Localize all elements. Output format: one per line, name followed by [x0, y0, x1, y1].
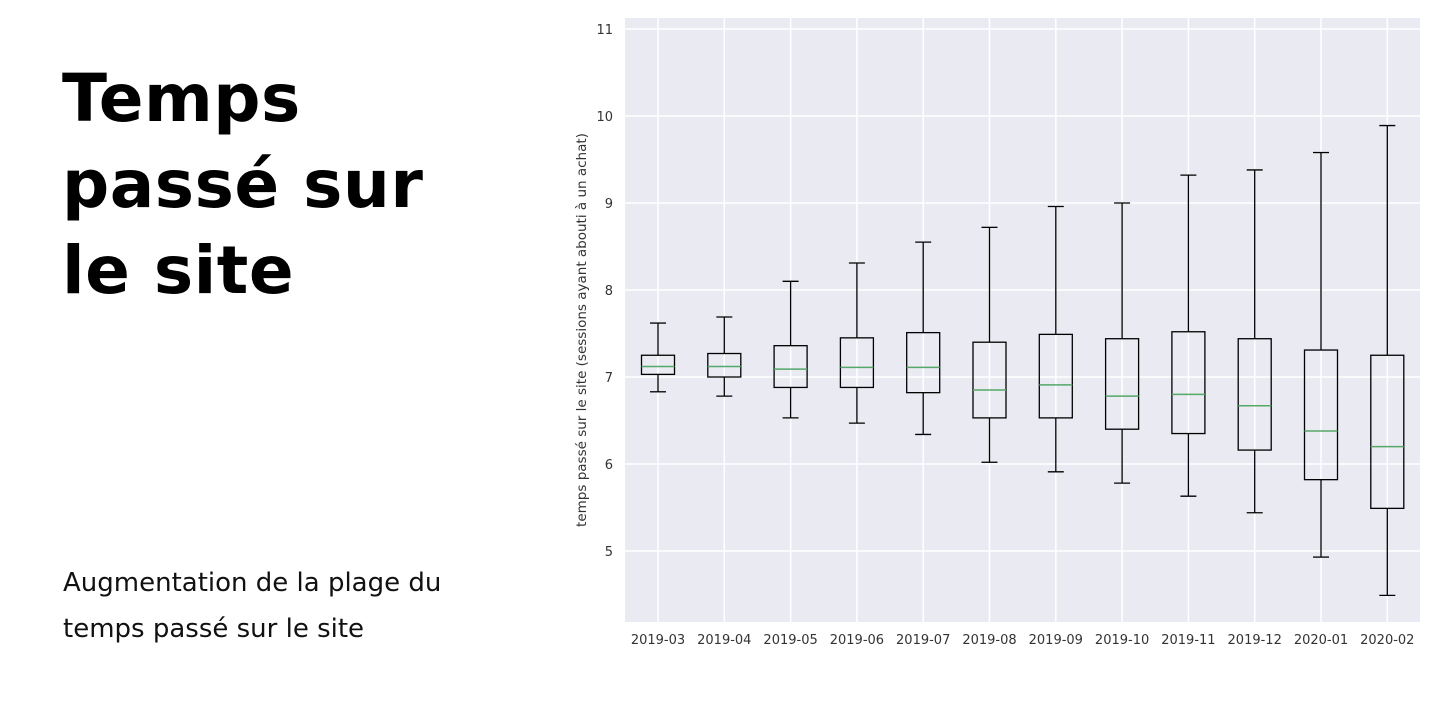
box-iqr [773, 345, 808, 389]
box-2019-12 [1237, 169, 1272, 514]
x-tick-label: 2019-10 [1095, 633, 1149, 648]
box-iqr [1237, 338, 1272, 451]
x-tick-label: 2019-11 [1161, 633, 1215, 648]
y-tick-label: 11 [596, 23, 613, 38]
box-2019-03 [640, 322, 676, 393]
y-tick-label: 9 [605, 197, 613, 212]
box-iqr [640, 354, 676, 376]
box-iqr [1370, 354, 1405, 510]
box-2020-02 [1370, 124, 1405, 597]
y-tick-label: 10 [596, 110, 613, 125]
x-tick-label: 2019-12 [1228, 633, 1282, 648]
boxes-group [640, 124, 1405, 597]
box-2019-11 [1171, 174, 1206, 497]
boxplot-chart: 5 6 7 8 9 10 11 2019-03 2019-04 2019-05 2019-06 20… [560, 0, 1440, 680]
plot-area [625, 18, 1420, 622]
box-2019-08 [972, 226, 1007, 463]
box-iqr [906, 331, 941, 394]
box-iqr [707, 352, 742, 378]
box-iqr [1038, 333, 1073, 419]
y-tick-label: 6 [605, 458, 613, 473]
x-tick-label: 2019-08 [962, 633, 1016, 648]
box-2019-04 [707, 316, 742, 397]
x-tick-label: 2019-05 [763, 633, 817, 648]
x-tick-label: 2020-02 [1360, 633, 1414, 648]
y-tick-label: 7 [605, 371, 613, 386]
y-tick-labels: 5 6 7 8 9 10 11 [596, 23, 613, 560]
box-iqr [839, 337, 875, 389]
x-tick-label: 2019-09 [1029, 633, 1083, 648]
box-2019-09 [1038, 205, 1073, 473]
box-2019-10 [1104, 202, 1140, 484]
box-2019-07 [906, 241, 941, 436]
y-tick-label: 5 [605, 545, 613, 560]
box-iqr [972, 341, 1007, 419]
box-2019-06 [839, 262, 875, 424]
slide-subtitle: Augmentation de la plage du temps passé … [63, 568, 442, 644]
y-axis-label: temps passé sur le site (sessions ayant … [574, 133, 590, 527]
x-tick-label: 2019-03 [631, 633, 685, 648]
box-2019-05 [773, 280, 808, 419]
box-2020-01 [1303, 151, 1339, 558]
x-tick-label: 2019-06 [830, 633, 884, 648]
box-iqr [1104, 338, 1140, 430]
x-tick-label: 2019-04 [697, 633, 751, 648]
box-iqr [1171, 331, 1206, 435]
x-tick-label: 2019-07 [896, 633, 950, 648]
box-iqr [1303, 349, 1339, 481]
x-tick-label: 2020-01 [1294, 633, 1348, 648]
slide-title: Temps passé sur le site [62, 60, 424, 309]
y-tick-label: 8 [605, 284, 613, 299]
x-tick-labels: 2019-03 2019-04 2019-05 2019-06 2019-07 2019-… [631, 633, 1415, 648]
